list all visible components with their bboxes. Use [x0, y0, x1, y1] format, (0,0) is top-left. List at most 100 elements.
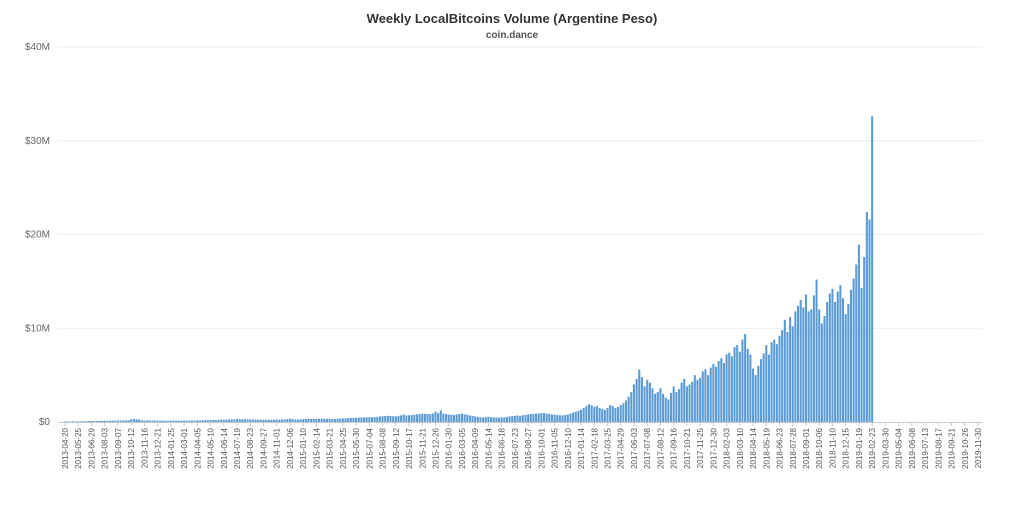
bar	[749, 354, 752, 422]
bar	[421, 413, 424, 422]
x-tick-label: 2015-09-12	[392, 427, 401, 468]
bar	[799, 300, 802, 423]
bar	[426, 413, 429, 422]
bar	[852, 278, 855, 422]
bar	[151, 420, 154, 422]
bar	[206, 420, 209, 422]
bar	[712, 363, 715, 423]
bar	[651, 388, 654, 422]
bar	[418, 413, 421, 422]
bar	[773, 339, 776, 422]
bar	[545, 413, 548, 422]
bar	[630, 392, 633, 422]
bar	[812, 295, 815, 422]
x-tick-label: 2017-01-14	[577, 427, 586, 468]
bar	[587, 404, 591, 422]
bar	[688, 384, 691, 422]
bar	[675, 392, 678, 422]
x-tick-label: 2016-07-23	[511, 427, 520, 468]
bar	[214, 419, 217, 422]
bar	[291, 419, 294, 422]
bar	[447, 414, 450, 422]
x-tick-label: 2018-03-10	[736, 427, 745, 468]
x-tick-label: 2014-09-27	[259, 427, 268, 468]
bar	[611, 406, 614, 422]
y-tick-label: $0	[39, 417, 51, 428]
bar	[119, 420, 122, 422]
bar	[90, 421, 93, 422]
bar	[513, 415, 516, 422]
x-tick-label: 2017-09-16	[670, 427, 679, 468]
bar	[246, 419, 249, 423]
bar	[474, 416, 477, 423]
bar	[95, 420, 98, 422]
bars	[63, 116, 874, 423]
bar	[834, 302, 837, 422]
bar	[257, 419, 260, 422]
bar	[217, 419, 220, 422]
bar	[638, 369, 641, 422]
bar	[701, 371, 704, 423]
x-tick-label: 2015-04-25	[339, 427, 348, 468]
bar	[339, 418, 342, 422]
x-tick-label: 2015-03-21	[326, 427, 335, 468]
x-tick-label: 2013-09-07	[114, 427, 123, 468]
x-tick-label: 2014-06-14	[220, 427, 229, 468]
x-tick-label: 2018-11-10	[828, 427, 837, 468]
bar	[320, 418, 323, 423]
x-tick-label: 2015-07-04	[365, 427, 374, 468]
bar	[153, 420, 156, 422]
bar	[857, 244, 860, 422]
bar	[201, 420, 204, 422]
bar	[389, 416, 392, 422]
x-tick-label: 2015-02-14	[312, 427, 321, 468]
bar	[553, 414, 556, 422]
bar	[85, 421, 88, 422]
bar	[336, 418, 339, 422]
bar	[746, 348, 749, 423]
bar	[677, 389, 680, 422]
bar	[116, 420, 119, 422]
bar	[405, 415, 408, 422]
bar	[220, 419, 223, 422]
bar	[135, 419, 138, 422]
bar	[606, 407, 609, 422]
bar	[124, 420, 127, 422]
bar	[786, 332, 789, 422]
bar	[344, 418, 347, 422]
bar	[180, 420, 183, 422]
y-tick-label: $20M	[25, 230, 50, 241]
bar	[296, 419, 299, 422]
bar	[363, 417, 366, 422]
bar	[791, 326, 794, 423]
bar	[159, 420, 162, 422]
bar	[730, 356, 733, 423]
bar	[357, 417, 360, 422]
x-tick-label: 2014-04-05	[193, 427, 202, 468]
bar	[238, 419, 241, 422]
bar	[299, 419, 302, 423]
bar	[836, 291, 839, 422]
x-tick-label: 2018-02-03	[723, 427, 732, 468]
bar	[431, 413, 434, 422]
bar	[265, 419, 268, 422]
x-tick-label: 2019-05-04	[895, 427, 904, 468]
x-tick-label: 2016-06-18	[498, 427, 507, 468]
bar	[625, 400, 628, 422]
bar	[93, 421, 96, 422]
bar	[516, 415, 519, 422]
bar	[310, 418, 313, 422]
x-tick-label: 2018-07-28	[789, 427, 798, 468]
bar	[752, 368, 755, 422]
bar	[664, 397, 667, 423]
bar	[204, 420, 207, 423]
bar	[725, 354, 728, 422]
bar	[741, 339, 744, 422]
bar	[503, 417, 506, 422]
bar	[386, 415, 389, 422]
bar	[566, 414, 569, 422]
bar	[781, 330, 784, 423]
bar	[797, 305, 800, 422]
x-tick-label: 2014-12-06	[286, 427, 295, 468]
bar	[807, 311, 810, 423]
